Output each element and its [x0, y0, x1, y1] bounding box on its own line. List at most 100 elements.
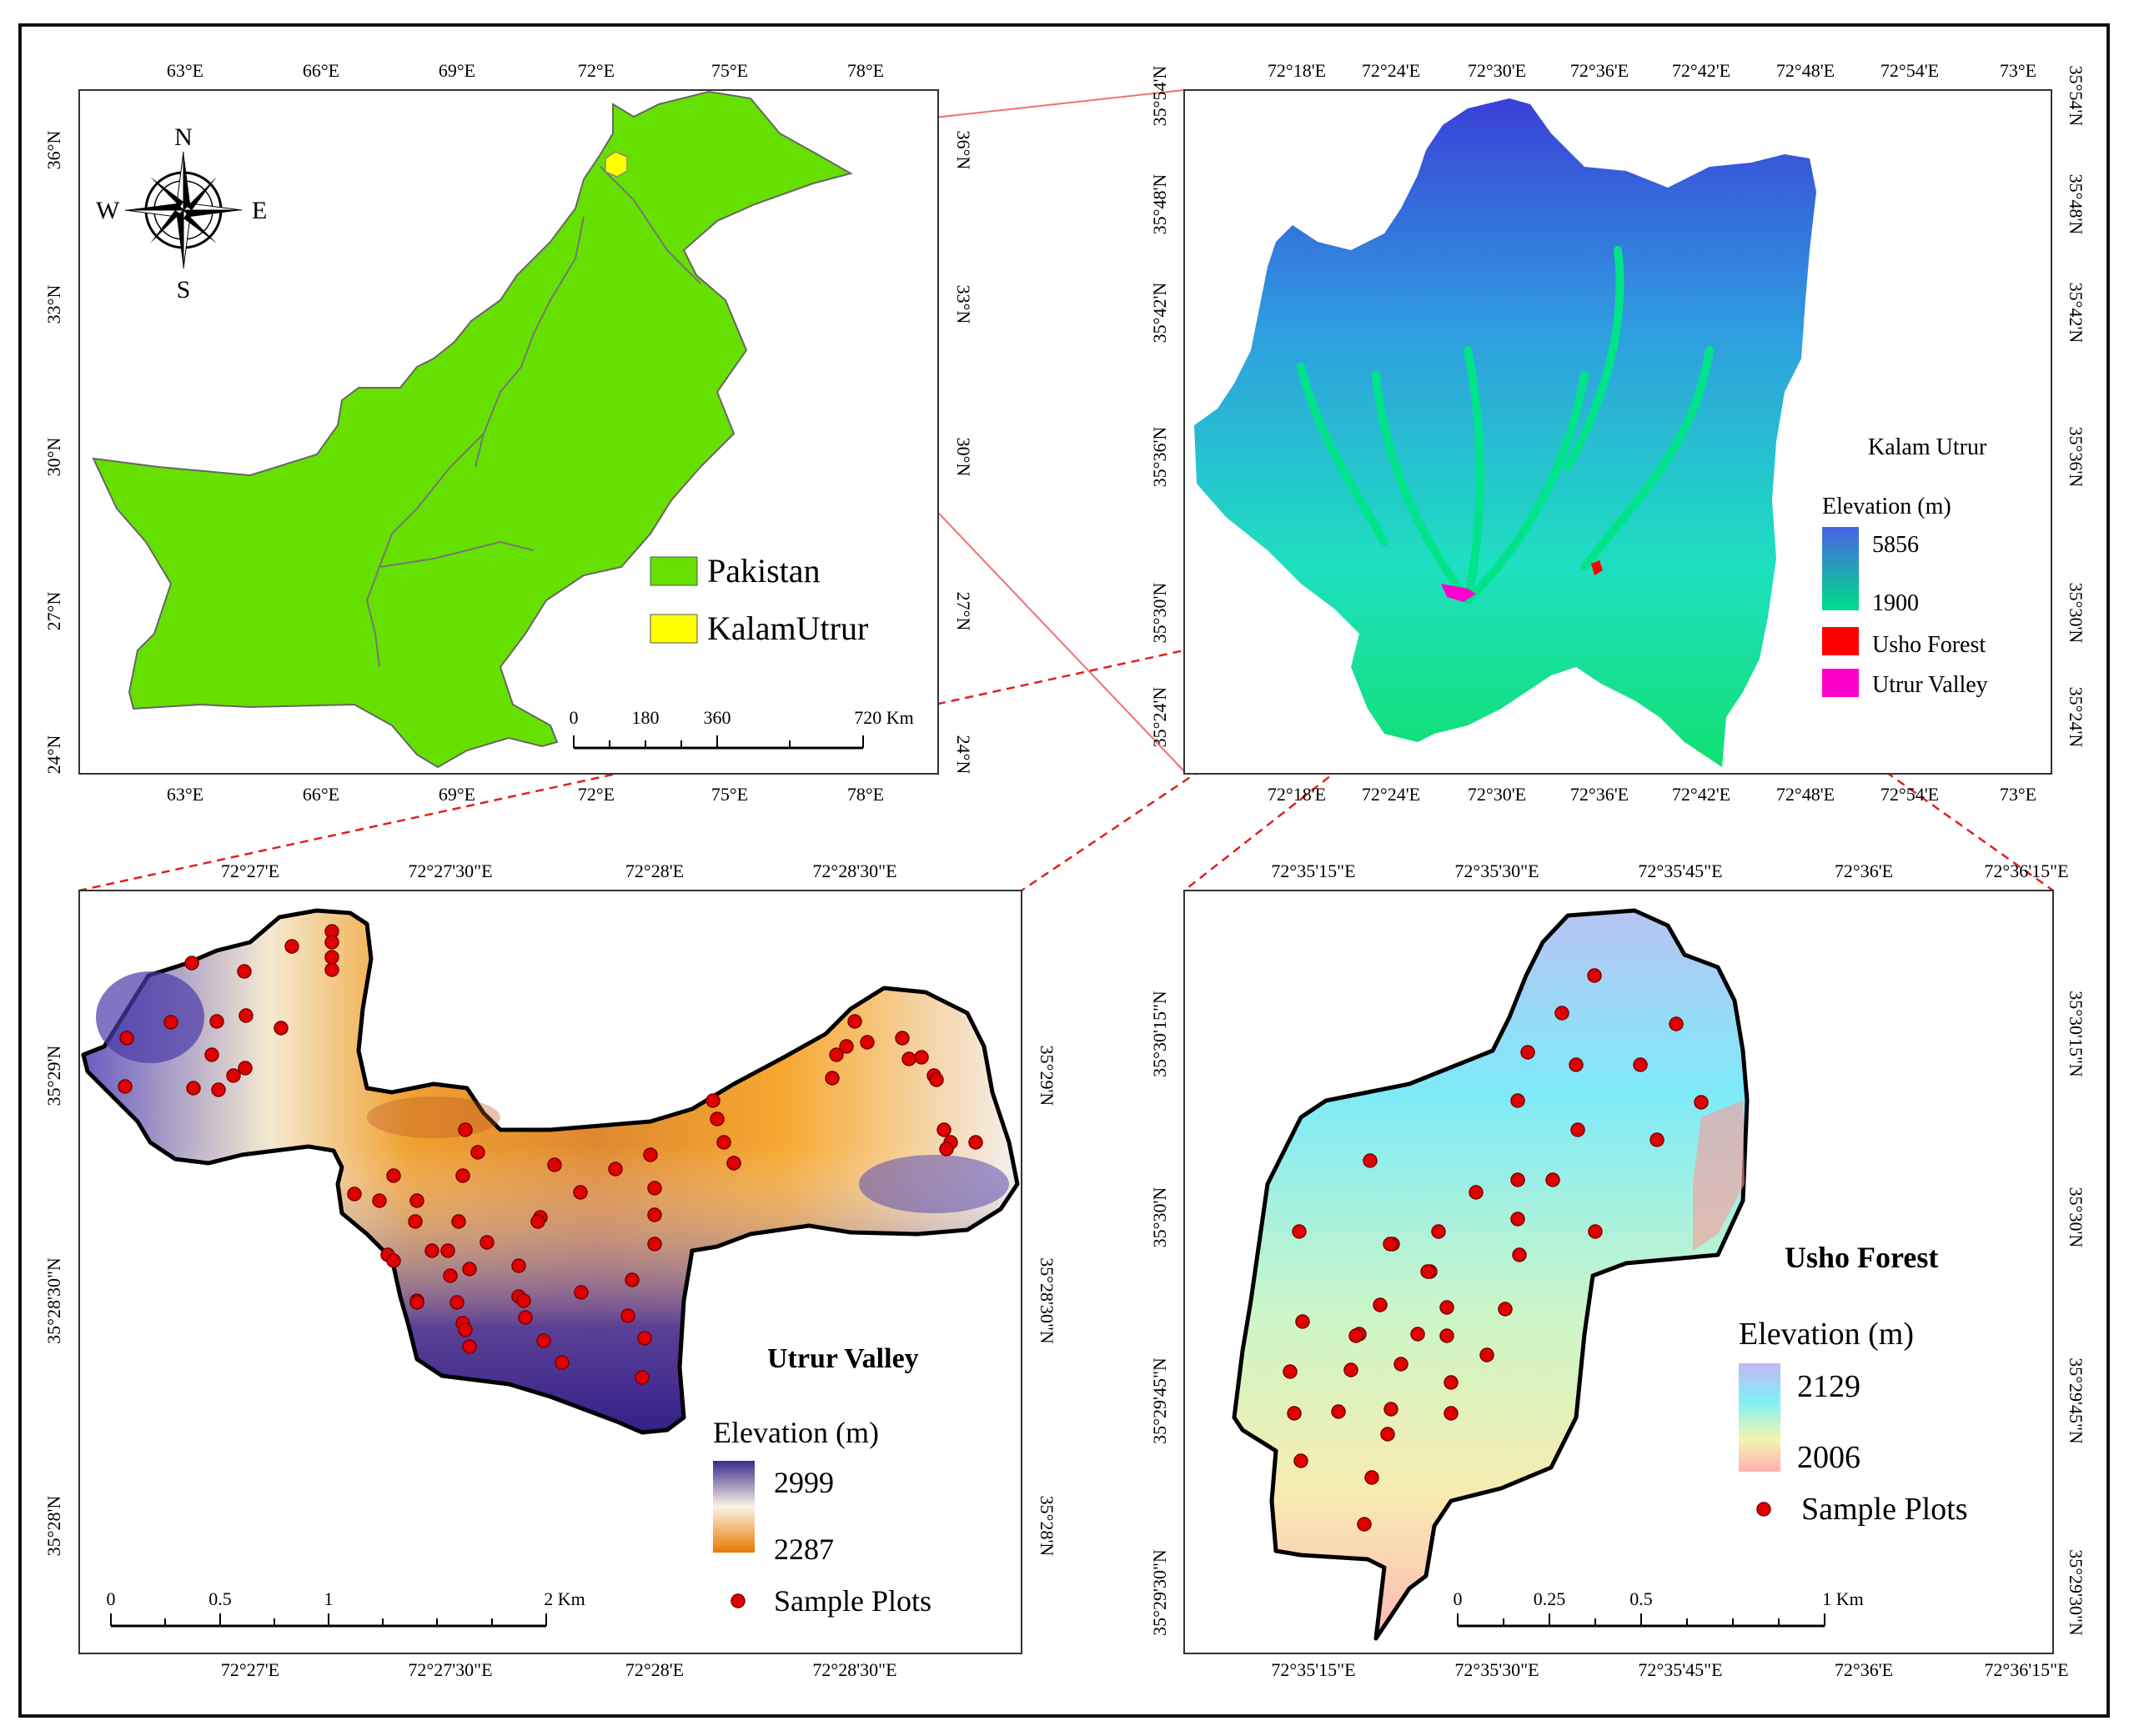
utrur-sample-label: Sample Plots — [774, 1584, 931, 1618]
usho-sample-plot — [1420, 1264, 1435, 1279]
legend-kalamutrur: KalamUtrur — [707, 610, 868, 647]
utrur-sample-plot — [608, 1162, 623, 1177]
ush-top-tick-2: 72°35'45"E — [1638, 860, 1722, 881]
pakistan-right-ticks: 36°N 33°N 30°N 27°N 24°N — [953, 131, 974, 775]
utrur-sample-plot — [536, 1333, 551, 1348]
utrur-scale-05: 0.5 — [208, 1588, 232, 1609]
ush-right-tick-0: 35°30'15"N — [2066, 991, 2086, 1077]
ush-bottom-tick-0: 72°35'15"E — [1271, 1659, 1355, 1680]
usho-sample-plot — [1293, 1453, 1308, 1468]
kal-left-tick-4: 35°30'N — [1149, 583, 1170, 644]
kal-bottom-tick-2: 72°30'E — [1468, 784, 1526, 805]
pakistan-legend: Pakistan KalamUtrur — [650, 552, 868, 647]
utrur-sample-plot — [847, 1014, 862, 1029]
utrur-sample-plot — [443, 1268, 458, 1283]
usho-sample-plot — [1649, 1132, 1665, 1147]
usho-sample-plot — [1343, 1362, 1358, 1377]
usho-sample-plot — [1287, 1406, 1302, 1421]
usho-sample-plot — [1410, 1327, 1425, 1342]
utrur-sample-plot — [643, 1147, 658, 1162]
usho-sample-plot — [1295, 1314, 1310, 1329]
utrur-sample-plot — [825, 1071, 840, 1086]
utrur-sample-plot — [211, 1082, 226, 1097]
utrur-sample-plot — [209, 1014, 224, 1029]
utrur-sample-plot — [710, 1111, 725, 1126]
usho-sample-plot — [1498, 1302, 1513, 1317]
utrur-sample-plot — [635, 1370, 650, 1385]
kal-bottom-tick-6: 72°54'E — [1880, 784, 1939, 805]
utrur-valley-marker — [1441, 584, 1476, 602]
compass-s: S — [177, 276, 191, 304]
utr-top-tick-1: 72°27'30"E — [408, 860, 492, 881]
usho-dem — [1232, 908, 1750, 1641]
usho-sample-plot — [1554, 1006, 1569, 1021]
utrur-sample-plot — [716, 1135, 731, 1150]
kal-right-tick-5: 35°24'N — [2066, 687, 2086, 748]
ush-top-tick-3: 72°36'E — [1835, 860, 1893, 881]
kalam-bottom-ticks: 72°18'E 72°24'E 72°30'E 72°36'E 72°42'E 72°48… — [1268, 784, 2036, 805]
kalam-panel: 72°18'E 72°24'E 72°30'E 72°36'E 72°42'E 72°48… — [1149, 60, 2086, 805]
kal-right-tick-0: 35°54'N — [2066, 66, 2086, 127]
kal-left-tick-2: 35°42'N — [1149, 283, 1170, 344]
utrur-sample-plot — [184, 956, 199, 971]
kalam-elev-label: Elevation (m) — [1822, 494, 1951, 519]
figure-frame — [18, 23, 2110, 1718]
utrur-sample-plot — [620, 1308, 635, 1323]
ush-bottom-tick-2: 72°35'45"E — [1638, 1659, 1722, 1680]
utrur-sample-plot — [237, 964, 252, 979]
compass-rose-icon: N S E W — [96, 123, 267, 304]
pak-right-tick-4: 24°N — [953, 735, 974, 775]
pak-bottom-tick-1: 66°E — [303, 784, 339, 805]
usho-sample-plot — [1569, 1057, 1584, 1072]
ush-right-tick-3: 35°29'30"N — [2066, 1549, 2086, 1636]
pakistan-left-ticks: 36°N 33°N 30°N 27°N 24°N — [43, 131, 64, 775]
utrur-title: Utrur Valley — [767, 1343, 919, 1374]
utrur-sample-plot — [726, 1156, 741, 1171]
ush-right-tick-2: 35°29'45"N — [2066, 1357, 2086, 1444]
usho-bottom-ticks: 72°35'15"E 72°35'30"E 72°35'45"E 72°36'E 72°… — [1271, 1659, 2068, 1680]
utrur-sample-plot — [458, 1322, 473, 1337]
utr-left-tick-0: 35°29'N — [43, 1046, 64, 1106]
usho-sample-plot — [1292, 1224, 1307, 1239]
usho-sample-label: Sample Plots — [1801, 1492, 1968, 1527]
utrur-sample-plot — [386, 1253, 401, 1268]
pak-top-tick-2: 69°E — [439, 60, 475, 81]
kalam-top-ticks: 72°18'E 72°24'E 72°30'E 72°36'E 72°42'E 72°48… — [1268, 60, 2036, 81]
utrur-sample-plot — [324, 935, 339, 950]
scale-360: 360 — [704, 707, 731, 728]
pak-right-tick-1: 33°N — [953, 285, 974, 324]
usho-sample-plot — [1348, 1328, 1363, 1343]
pak-bottom-tick-3: 72°E — [578, 784, 615, 805]
usho-sample-plots — [1283, 968, 1709, 1532]
usho-scale-bar: 0 0.25 0.5 1 Km — [1454, 1588, 1864, 1628]
utrur-sample-plot — [929, 1072, 944, 1087]
utrur-sample-plot — [829, 1047, 844, 1062]
pak-left-tick-2: 30°N — [43, 438, 64, 477]
utrur-elev-high: 2999 — [774, 1466, 834, 1499]
kalam-dem — [1194, 98, 1816, 767]
usho-scale-05: 0.5 — [1629, 1588, 1653, 1609]
usho-sample-plot — [1357, 1517, 1372, 1532]
utrur-sample-plot — [647, 1237, 662, 1252]
kal-bottom-tick-1: 72°24'E — [1362, 784, 1420, 805]
utrur-sample-plot — [574, 1285, 589, 1300]
utrur-sample-plot — [555, 1355, 570, 1370]
utrur-sample-plot — [274, 1021, 289, 1036]
utrur-bottom-ticks: 72°27'E 72°27'30"E 72°28'E 72°28'30"E — [221, 1659, 897, 1680]
kalam-elev-low: 1900 — [1872, 590, 1919, 616]
usho-sample-plot — [1588, 1224, 1603, 1239]
scale-180: 180 — [632, 707, 660, 728]
kalam-rivers — [1297, 246, 1714, 605]
kal-bottom-tick-5: 72°48'E — [1776, 784, 1835, 805]
utrur-legend: Utrur Valley Elevation (m) 2999 2287 Sam… — [713, 1343, 931, 1618]
utrur-sample-plot — [936, 1122, 952, 1137]
ush-bottom-tick-3: 72°36'E — [1835, 1659, 1893, 1680]
usho-sample-plot — [1364, 1470, 1379, 1485]
kal-left-tick-3: 35°36'N — [1149, 427, 1170, 488]
utrur-elev-low: 2287 — [774, 1533, 834, 1566]
ush-left-tick-3: 35°29'30"N — [1149, 1549, 1170, 1636]
ush-left-tick-1: 35°30'N — [1149, 1187, 1170, 1248]
utrur-top-ticks: 72°27'E 72°27'30"E 72°28'E 72°28'30"E — [221, 860, 897, 881]
pak-top-tick-0: 63°E — [167, 60, 203, 81]
kal-left-tick-0: 35°54'N — [1149, 66, 1170, 127]
